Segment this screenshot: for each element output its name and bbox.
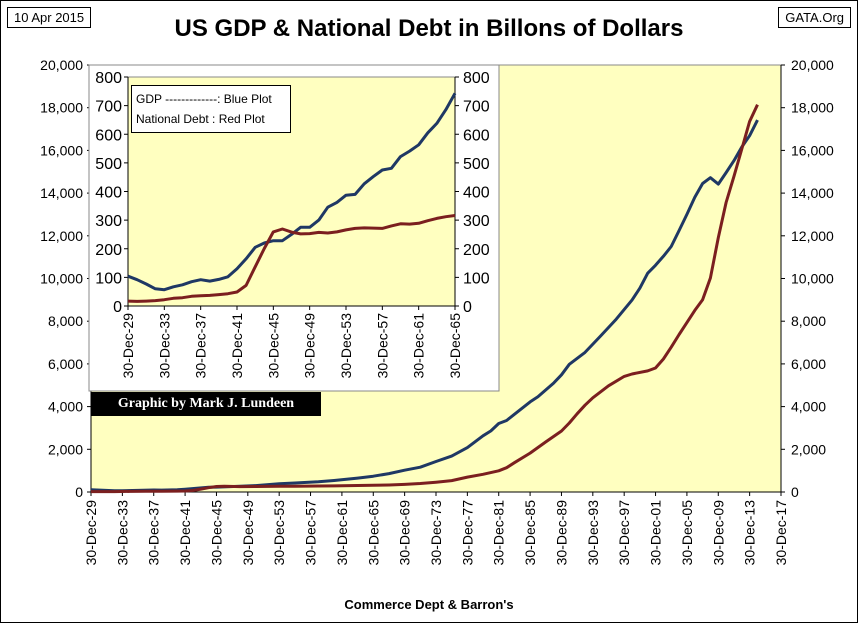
main-x-tick-label: 30-Dec-17 — [773, 500, 789, 566]
inset-y-tick-label: 600 — [95, 127, 122, 144]
date-label: 10 Apr 2015 — [7, 7, 92, 28]
main-y-tick-label: 8,000 — [48, 313, 83, 329]
main-y-tick-label-right: 4,000 — [791, 399, 826, 415]
inset-x-tick-label: 30-Dec-37 — [193, 313, 209, 379]
inset-y-tick-label: 500 — [95, 156, 122, 173]
inset-y-tick-label-right: 600 — [463, 127, 490, 144]
main-x-tick-label: 30-Dec-01 — [648, 500, 664, 566]
main-y-tick-label: 4,000 — [48, 399, 83, 415]
inset-y-tick-label: 400 — [95, 185, 122, 202]
inset-y-tick-label: 300 — [95, 213, 122, 230]
inset-x-tick-label: 30-Dec-65 — [447, 313, 463, 379]
inset-y-tick-label: 700 — [95, 99, 122, 116]
main-x-tick-label: 30-Dec-57 — [303, 500, 319, 566]
main-y-tick-label: 0 — [75, 484, 83, 500]
main-x-tick-label: 30-Dec-29 — [83, 500, 99, 566]
inset-y-tick-label-right: 400 — [463, 185, 490, 202]
inset-series-line-0 — [127, 92, 457, 292]
main-x-tick-label: 30-Dec-33 — [114, 500, 130, 566]
main-y-tick-label-right: 20,000 — [791, 57, 834, 73]
chart-title: US GDP & National Debt in Billons of Dol… — [174, 15, 684, 42]
main-x-tick-label: 30-Dec-69 — [397, 500, 413, 566]
inset-y-tick-label-right: 300 — [463, 213, 490, 230]
inset-y-tick-label-right: 100 — [463, 270, 490, 287]
main-x-tick-label: 30-Dec-89 — [553, 500, 569, 566]
inset-x-tick-label: 30-Dec-53 — [338, 313, 354, 379]
legend-debt: National Debt : Red Plot — [136, 112, 265, 126]
main-y-tick-label: 10,000 — [40, 271, 83, 287]
main-y-tick-label-right: 2,000 — [791, 441, 826, 457]
main-x-tick-label: 30-Dec-97 — [616, 500, 632, 566]
inset-x-tick-label: 30-Dec-61 — [411, 313, 427, 379]
main-x-tick-label: 30-Dec-77 — [459, 500, 475, 566]
main-y-tick-label-right: 0 — [791, 484, 799, 500]
main-y-tick-label-right: 14,000 — [791, 185, 834, 201]
main-y-tick-label: 12,000 — [40, 228, 83, 244]
inset-x-tick-label: 30-Dec-57 — [374, 313, 390, 379]
inset-y-tick-label-right: 800 — [463, 70, 490, 87]
main-x-tick-label: 30-Dec-61 — [334, 500, 350, 566]
main-y-tick-label: 16,000 — [40, 142, 83, 158]
main-x-tick-label: 30-Dec-93 — [585, 500, 601, 566]
inset-y-tick-label: 200 — [95, 242, 122, 259]
main-x-tick-label: 30-Dec-41 — [177, 500, 193, 566]
inset-y-tick-label: 100 — [95, 270, 122, 287]
main-x-tick-label: 30-Dec-49 — [240, 500, 256, 566]
source-label: GATA.Org — [778, 7, 851, 28]
inset-x-tick-label: 30-Dec-29 — [120, 313, 136, 379]
main-x-tick-label: 30-Dec-53 — [271, 500, 287, 566]
main-y-tick-label: 2,000 — [48, 441, 83, 457]
main-y-tick-label-right: 6,000 — [791, 356, 826, 372]
main-y-tick-label: 6,000 — [48, 356, 83, 372]
footer-source: Commerce Dept & Barron's — [344, 597, 514, 612]
inset-x-tick-label: 30-Dec-45 — [265, 313, 281, 379]
main-y-tick-label-right: 10,000 — [791, 271, 834, 287]
inset-y-tick-label: 0 — [113, 299, 122, 316]
main-x-tick-label: 30-Dec-85 — [522, 500, 538, 566]
main-x-tick-label: 30-Dec-73 — [428, 500, 444, 566]
inset-y-tick-label: 800 — [95, 70, 122, 87]
main-y-tick-label-right: 8,000 — [791, 313, 826, 329]
main-x-tick-label: 30-Dec-65 — [365, 500, 381, 566]
main-y-tick-label-right: 16,000 — [791, 142, 834, 158]
inset-x-tick-label: 30-Dec-49 — [302, 313, 318, 379]
main-x-tick-label: 30-Dec-81 — [491, 500, 507, 566]
main-x-tick-label: 30-Dec-45 — [208, 500, 224, 566]
main-x-tick-label: 30-Dec-13 — [742, 500, 758, 566]
legend-gdp: GDP -------------: Blue Plot — [136, 92, 272, 106]
legend: GDP -------------: Blue Plot National De… — [131, 85, 291, 133]
main-x-tick-label: 30-Dec-09 — [710, 500, 726, 566]
main-y-tick-label-right: 18,000 — [791, 100, 834, 116]
main-y-tick-label: 14,000 — [40, 185, 83, 201]
main-y-tick-label-right: 12,000 — [791, 228, 834, 244]
inset-series-line-1 — [127, 214, 456, 303]
inset-y-tick-label-right: 700 — [463, 99, 490, 116]
main-x-tick-label: 30-Dec-05 — [679, 500, 695, 566]
inset-y-tick-label-right: 200 — [463, 242, 490, 259]
main-series-line-1 — [91, 104, 759, 494]
credit-banner: Graphic by Mark J. Lundeen — [91, 392, 321, 416]
inset-x-tick-label: 30-Dec-41 — [229, 313, 245, 379]
main-y-tick-label: 18,000 — [40, 100, 83, 116]
main-x-tick-label: 30-Dec-37 — [146, 500, 162, 566]
inset-x-tick-label: 30-Dec-33 — [156, 313, 172, 379]
main-y-tick-label: 20,000 — [40, 57, 83, 73]
inset-y-tick-label-right: 500 — [463, 156, 490, 173]
inset-y-tick-label-right: 0 — [463, 299, 472, 316]
